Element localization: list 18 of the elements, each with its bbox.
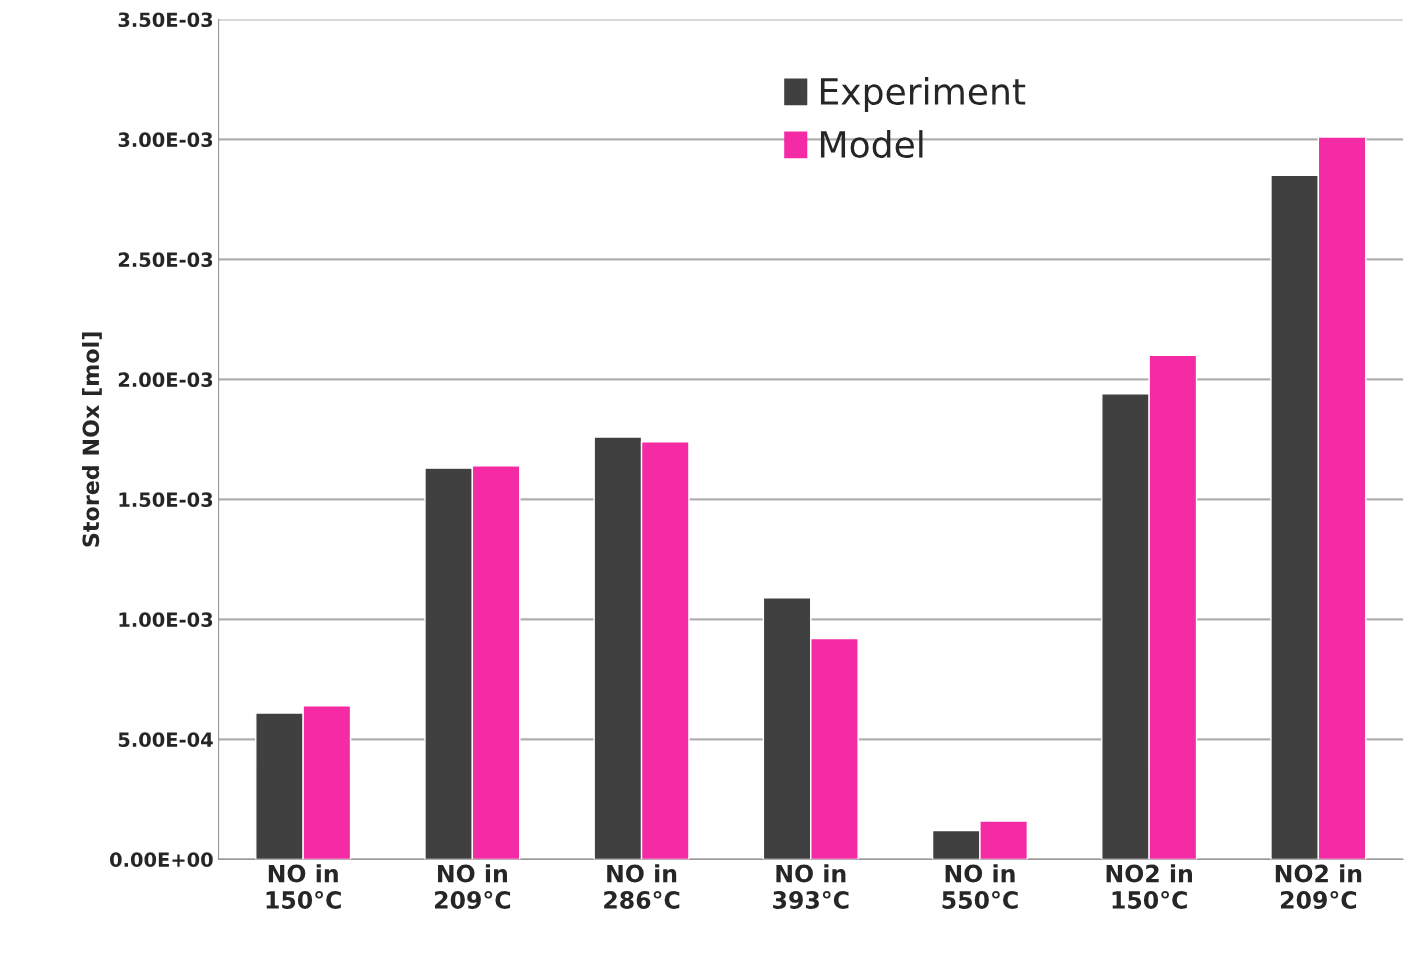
legend-label: Model — [820, 130, 923, 159]
x-tick-label: NO in 550°C — [942, 864, 1018, 909]
y-tick-label: 1.50E-03 — [119, 492, 213, 508]
x-tick-label: NO in 286°C — [604, 864, 680, 909]
x-tick-label: NO in 209°C — [435, 864, 511, 909]
y-tick-label: 5.00E-04 — [118, 732, 213, 748]
y-tick-label: 0.00E+00 — [110, 852, 213, 867]
x-tick-label: NO2 in 209°C — [1275, 864, 1362, 909]
y-tick-label: 2.00E-03 — [118, 372, 213, 388]
y-axis-title: Stored NOx [mol] — [82, 332, 102, 547]
x-tick-label: NO in 393°C — [773, 864, 849, 909]
x-tick-label: NO2 in 150°C — [1106, 864, 1192, 909]
y-tick-label: 2.50E-03 — [118, 252, 213, 268]
y-tick-label: 3.50E-03 — [118, 12, 213, 28]
y-tick-label: 1.00E-03 — [119, 612, 213, 628]
y-tick-label: 3.00E-03 — [118, 132, 213, 148]
legend-label: Experiment — [820, 77, 1026, 113]
x-tick-label: NO in 150°C — [266, 864, 341, 909]
